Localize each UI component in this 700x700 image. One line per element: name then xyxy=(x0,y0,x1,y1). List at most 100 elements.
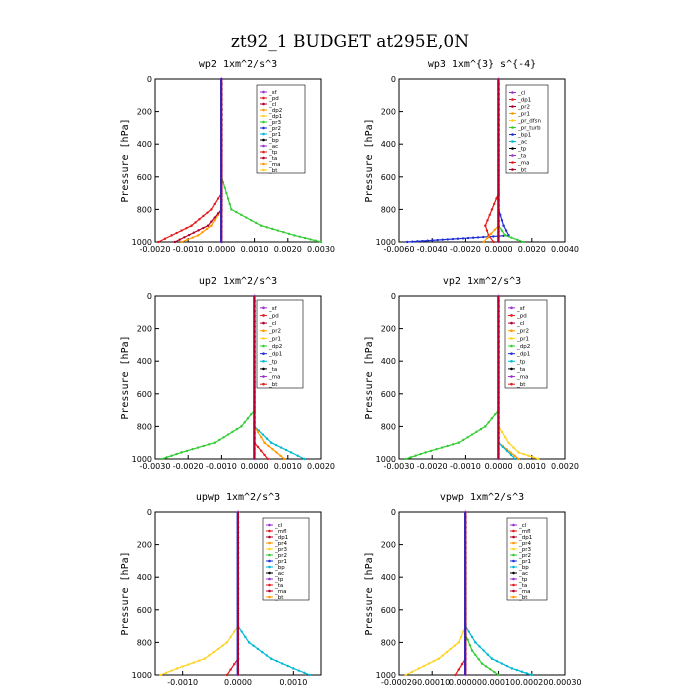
series-marker xyxy=(446,238,450,241)
y-axis-label: Pressure [hPa] xyxy=(364,551,375,635)
legend-entry: _ac xyxy=(518,571,528,577)
legend-entry: _pr4 xyxy=(518,541,532,547)
y-tick-label: 400 xyxy=(137,573,152,582)
legend-marker xyxy=(512,523,515,527)
series-marker xyxy=(210,224,213,227)
legend-box xyxy=(256,299,304,389)
series-marker xyxy=(441,654,445,657)
series-marker xyxy=(517,457,520,461)
chart-panel-4: vp2 1xm^2/s^3 Pressure [hPa] 0 200 400 600 800… xyxy=(364,276,579,471)
series-marker xyxy=(486,653,490,656)
legend-entry: _dp1 xyxy=(268,352,282,358)
series-marker xyxy=(480,662,484,665)
chart-panel-3: up2 1xm^2/s^3 Pressure [hPa] 0 200 400 600 800… xyxy=(120,276,335,471)
y-tick-label: 600 xyxy=(381,390,396,399)
series-marker xyxy=(289,451,293,454)
legend-entry: _bt xyxy=(268,382,278,388)
x-tick-label: 0.00020 xyxy=(515,678,548,687)
legend-entry: _bp xyxy=(268,138,279,144)
series-marker xyxy=(466,638,469,641)
x-tick-label: 0.00030 xyxy=(548,678,581,687)
y-axis-label: Pressure [hPa] xyxy=(120,551,131,635)
legend-entry: _dp2 xyxy=(516,344,530,350)
series-marker xyxy=(196,446,200,449)
series-marker xyxy=(213,216,216,219)
legend-marker xyxy=(510,359,513,363)
series-marker xyxy=(441,238,444,241)
series-marker xyxy=(260,436,263,439)
series-marker xyxy=(233,662,236,666)
series-marker xyxy=(419,452,422,456)
x-tick-label: -0.0030 xyxy=(140,462,171,471)
series-marker xyxy=(244,635,247,639)
y-tick-label: 600 xyxy=(137,173,152,182)
series-marker xyxy=(493,670,496,674)
y-tick-label: 200 xyxy=(137,108,152,117)
legend-marker xyxy=(512,577,515,581)
series-marker xyxy=(180,240,183,244)
series-marker xyxy=(292,667,295,670)
series-marker xyxy=(493,228,497,231)
legend-marker xyxy=(262,344,265,348)
legend-marker xyxy=(511,126,514,129)
y-tick-label: 200 xyxy=(137,325,152,334)
y-tick-label: 200 xyxy=(137,541,152,550)
series-marker xyxy=(504,229,508,232)
legend-marker xyxy=(262,314,265,317)
legend-entry: _ta xyxy=(274,583,283,589)
series-marker xyxy=(208,654,211,657)
series-marker xyxy=(240,630,243,633)
x-tick-label: 0.0020 xyxy=(551,462,579,471)
series-marker xyxy=(319,240,323,244)
series-marker xyxy=(404,673,407,677)
x-tick-label: 0.0000 xyxy=(207,245,235,254)
series-marker xyxy=(270,441,273,444)
series-marker xyxy=(279,446,283,449)
series-marker xyxy=(185,226,188,230)
series-marker xyxy=(494,412,497,416)
legend-entry: _sf xyxy=(268,90,278,96)
series-marker xyxy=(229,668,232,671)
series-marker xyxy=(406,240,409,244)
plot-frame xyxy=(398,295,566,460)
series-marker xyxy=(504,436,507,439)
legend-marker xyxy=(262,96,265,100)
legend-entry: _pr1 xyxy=(518,559,531,565)
series-marker xyxy=(485,229,489,232)
series-marker xyxy=(489,232,493,236)
panel-title: vpwp 1xm^2/s^3 xyxy=(440,492,524,503)
legend-entry: _ta xyxy=(268,367,277,373)
series-marker xyxy=(436,238,439,242)
legend-entry: _tp xyxy=(268,150,278,156)
legend-entry: _pr1 xyxy=(268,132,281,138)
series-marker xyxy=(482,649,485,652)
x-tick-label: -0.0010 xyxy=(167,678,198,687)
series-marker xyxy=(265,437,269,440)
legend-marker xyxy=(510,344,513,348)
series-marker xyxy=(206,211,209,214)
legend-marker xyxy=(511,105,514,108)
legend-marker xyxy=(262,144,265,148)
series-marker xyxy=(459,635,463,639)
series-marker xyxy=(520,670,524,673)
legend-entry: _ta xyxy=(517,154,526,160)
legend-entry: _mfl xyxy=(274,529,287,535)
series-marker xyxy=(497,673,500,677)
series-marker xyxy=(474,641,477,644)
series-marker xyxy=(271,227,274,231)
chart-panel-2: wp3 1xm^{3} s^{-4} Pressure [hPa] 0 200 400 6… xyxy=(364,59,579,254)
series-marker xyxy=(492,202,496,206)
legend-entry: _dp1 xyxy=(517,98,531,104)
series-marker xyxy=(217,438,221,442)
chart-panel-1: wp2 1xm^2/s^3 Pressure [hPa] 0 200 400 600 800… xyxy=(120,59,335,254)
legend-marker xyxy=(510,367,513,371)
series-marker xyxy=(240,213,243,217)
series-marker xyxy=(501,445,504,448)
series-marker xyxy=(256,445,260,448)
y-tick-label: 800 xyxy=(137,638,152,647)
series-marker xyxy=(516,238,519,242)
legend-marker xyxy=(262,120,265,124)
series-marker xyxy=(225,641,229,644)
y-tick-label: 600 xyxy=(137,606,152,615)
legend-entry: _pr1 xyxy=(268,336,281,342)
